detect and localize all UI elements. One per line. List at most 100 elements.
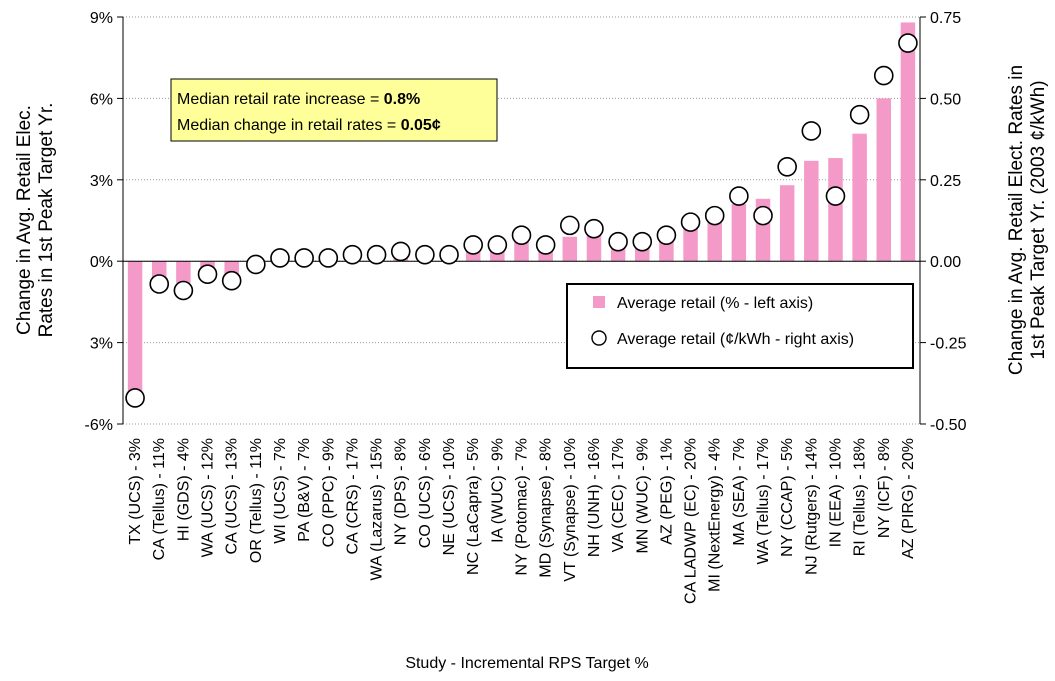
bar (828, 158, 843, 262)
x-tick-label: MD (Synapse) - 8% (538, 438, 555, 578)
x-tick-label: PA (B&V) - 7% (296, 438, 313, 542)
point (246, 254, 266, 275)
point (294, 248, 314, 268)
point (125, 388, 145, 408)
point (270, 248, 290, 268)
bar (707, 215, 722, 262)
point (463, 235, 483, 255)
point (825, 186, 846, 206)
x-tick-label: CO (UCS) - 6% (417, 438, 434, 548)
point (366, 244, 387, 265)
point (584, 218, 604, 239)
x-tick-label: IA (WUC) - 9% (489, 438, 506, 543)
point (898, 33, 918, 53)
bar (876, 98, 892, 262)
y2-tick-label: -0.25 (930, 336, 967, 353)
x-tick-label: NJ (Rutgers) - 14% (803, 438, 820, 575)
x-tick-label: AZ (PIRG) - 20% (900, 438, 917, 559)
x-tick-label: VT (Synapse) - 10% (562, 438, 579, 582)
x-tick-label: IN (EEA) - 10% (827, 438, 844, 547)
x-tick-label: CA (CRS) - 17% (344, 438, 361, 554)
point (873, 65, 894, 86)
x-tick-label: CA LADWP (EC) - 20% (683, 438, 700, 604)
point (704, 205, 725, 226)
point (849, 104, 870, 125)
y-tick-label: 6% (90, 91, 113, 108)
x-tick-label: WA (Lazarus) - 15% (369, 438, 386, 581)
point (511, 225, 532, 245)
x-tick-label: WA (Tellus) - 17% (755, 438, 772, 565)
point (149, 274, 170, 294)
point (608, 231, 628, 252)
y2-tick-label: -0.50 (930, 417, 967, 434)
bar (731, 204, 747, 262)
x-tick-label: AZ (PEG) - 1% (658, 438, 675, 545)
y-tick-label: 3% (90, 336, 113, 353)
y-tick-label: -6% (85, 417, 113, 434)
x-tick-label: CO (PPC) - 9% (320, 438, 337, 547)
y2-axis-title: 1st Peak Target Yr. (2003 ¢/kWh) (1028, 80, 1049, 359)
point (415, 244, 435, 265)
annotation-value: 0.8% (384, 91, 420, 108)
x-tick-label: MA (SEA) - 7% (731, 438, 748, 546)
x-tick-label: NC (LaCapra) - 5% (465, 438, 482, 575)
x-axis-title: Study - Incremental RPS Target % (405, 655, 648, 672)
annotation-value: 0.05¢ (401, 117, 441, 134)
x-tick-label: HI (GDS) - 4% (175, 438, 192, 541)
y2-tick-label: 0.50 (930, 91, 961, 108)
annotation-box (170, 78, 498, 142)
x-tick-label: MI (NextEnergy) - 4% (707, 438, 724, 592)
point (753, 205, 773, 226)
x-tick-label: TX (UCS) - 3% (127, 438, 144, 545)
point (777, 156, 797, 177)
point (487, 235, 508, 255)
point (197, 264, 218, 285)
x-tick-label: RI (Tellus) - 18% (852, 438, 869, 556)
x-tick-label: OR (Tellus) - 11% (248, 438, 265, 563)
annotation: Median retail rate increase = 0.8% (177, 91, 420, 108)
x-tick-label: WA (UCS) - 12% (200, 438, 217, 557)
point (535, 235, 556, 255)
legend-label: Average retail (% - left axis) (617, 295, 813, 312)
point (390, 241, 411, 262)
y-tick-label: 9% (90, 10, 113, 27)
legend-swatch (593, 296, 605, 308)
y2-axis-title: Change in Avg. Retail Elect. Rates in (1006, 65, 1027, 375)
y-tick-label: 0% (90, 254, 113, 271)
x-tick-label: NY (ICF) - 8% (876, 438, 893, 538)
point (439, 244, 459, 265)
x-tick-label: CA (Tellus) - 11% (151, 438, 168, 560)
point (680, 212, 701, 232)
x-tick-label: NE (UCS) - 10% (441, 438, 458, 555)
point (729, 186, 749, 206)
bar (562, 236, 578, 262)
x-tick-label: VA (CEC) - 17% (610, 438, 627, 552)
point (632, 231, 653, 252)
x-tick-label: MN (WUC) - 9% (634, 438, 651, 554)
bar (779, 185, 795, 262)
legend-marker (591, 330, 607, 346)
point (318, 248, 339, 268)
legend-box (566, 283, 914, 369)
y2-tick-label: 0.25 (930, 173, 961, 190)
y-tick-label: 3% (90, 173, 113, 190)
x-tick-label: NY (CCAP) - 5% (779, 438, 796, 557)
bar (127, 261, 143, 406)
point (173, 280, 194, 301)
y2-tick-label: 0.75 (930, 10, 961, 27)
bar (176, 261, 191, 283)
bar (804, 160, 819, 262)
annotation-text: Median change in retail rates = (177, 117, 401, 134)
y2-tick-label: 0.00 (930, 254, 961, 271)
bar (514, 242, 529, 262)
bar (852, 133, 867, 262)
x-tick-label: WI (UCS) - 7% (272, 438, 289, 544)
legend-label: Average retail (¢/kWh - right axis) (617, 331, 854, 348)
x-tick-label: NY (Potomac) - 7% (514, 438, 531, 576)
bar (900, 22, 916, 262)
x-tick-label: NH (UNH) - 16% (586, 438, 603, 557)
annotation: Median change in retail rates = 0.05¢ (177, 117, 441, 134)
point (221, 270, 242, 291)
point (560, 215, 580, 236)
